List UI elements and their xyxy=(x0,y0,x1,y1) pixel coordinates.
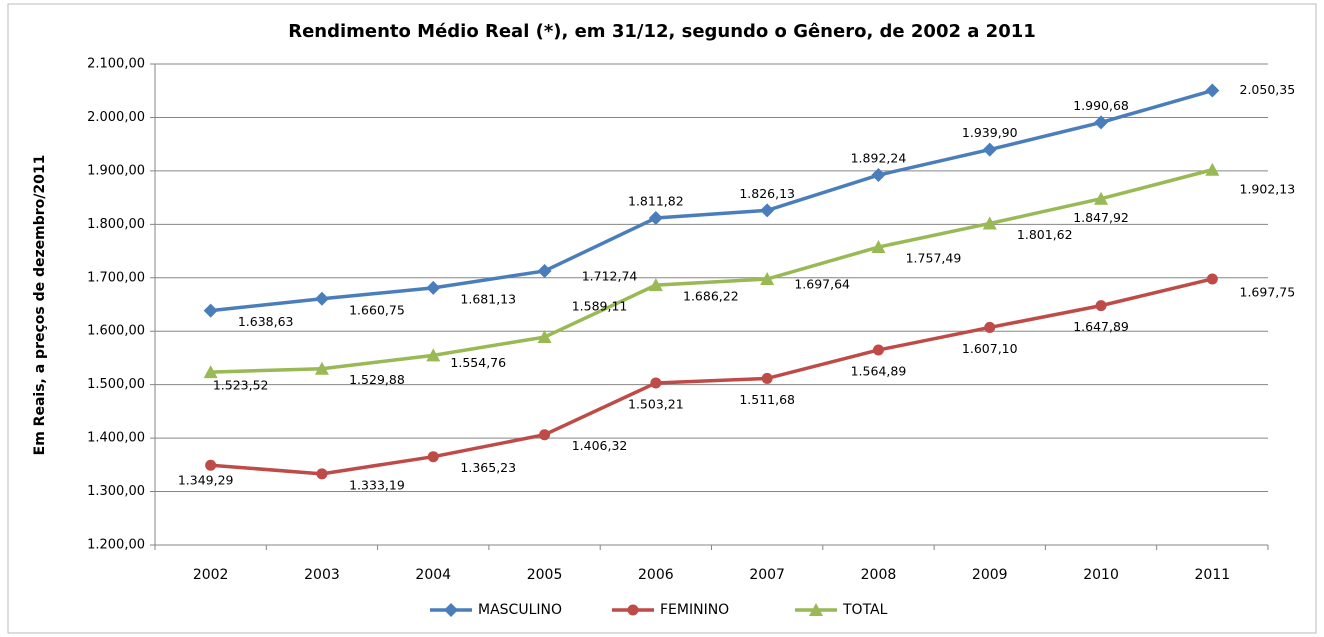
marker xyxy=(984,321,996,333)
marker xyxy=(627,604,639,616)
marker xyxy=(871,240,886,254)
marker xyxy=(444,603,458,617)
marker xyxy=(205,459,217,471)
x-tick-label: 2003 xyxy=(304,567,340,583)
legend-label: TOTAL xyxy=(842,602,888,618)
x-tick-label: 2007 xyxy=(749,567,785,583)
value-label: 1.681,13 xyxy=(460,291,516,306)
marker xyxy=(648,278,663,292)
value-label: 1.503,21 xyxy=(628,396,684,411)
marker xyxy=(761,372,773,384)
marker xyxy=(648,211,663,226)
value-label: 1.847,92 xyxy=(1073,210,1129,225)
marker xyxy=(1206,273,1218,285)
value-label: 1.757,49 xyxy=(906,251,962,266)
value-label: 1.638,63 xyxy=(238,314,294,329)
marker xyxy=(539,429,551,441)
value-label: 1.697,75 xyxy=(1240,284,1296,299)
x-tick-label: 2005 xyxy=(527,567,563,583)
y-tick-label: 1.700,00 xyxy=(87,270,145,285)
marker xyxy=(314,291,329,306)
value-label: 1.365,23 xyxy=(460,460,516,475)
marker xyxy=(427,451,439,463)
x-tick-label: 2002 xyxy=(193,567,229,583)
chart-border xyxy=(7,3,1317,634)
value-label: 1.564,89 xyxy=(851,363,907,378)
marker xyxy=(426,348,441,362)
y-tick-label: 1.200,00 xyxy=(87,538,145,553)
chart-title: Rendimento Médio Real (*), em 31/12, seg… xyxy=(288,21,1036,42)
y-tick-label: 2.000,00 xyxy=(87,110,145,125)
value-label: 1.939,90 xyxy=(962,125,1018,140)
marker xyxy=(872,344,884,356)
value-label: 1.333,19 xyxy=(349,477,405,492)
value-label: 1.607,10 xyxy=(962,341,1018,356)
marker xyxy=(760,203,775,218)
y-tick-label: 1.400,00 xyxy=(87,431,145,446)
y-axis-label: Em Reais, a preços de dezembro/2011 xyxy=(32,155,48,456)
x-tick-label: 2004 xyxy=(415,567,451,583)
x-tick-label: 2009 xyxy=(972,567,1008,583)
x-tick-label: 2011 xyxy=(1195,567,1231,583)
marker xyxy=(809,603,823,616)
value-label: 1.892,24 xyxy=(851,151,907,166)
value-label: 1.660,75 xyxy=(349,302,405,317)
value-label: 1.523,52 xyxy=(213,378,269,393)
marker xyxy=(871,168,886,183)
marker xyxy=(982,142,997,157)
value-label: 1.990,68 xyxy=(1073,98,1129,113)
marker xyxy=(426,280,441,295)
series-line xyxy=(210,88,1213,313)
marker xyxy=(1094,115,1109,130)
value-label: 2.050,35 xyxy=(1240,82,1296,97)
y-tick-label: 1.800,00 xyxy=(87,217,145,232)
value-label: 1.406,32 xyxy=(572,438,628,453)
value-label: 1.554,76 xyxy=(450,355,506,370)
y-tick-label: 1.300,00 xyxy=(87,484,145,499)
marker xyxy=(650,377,662,389)
marker xyxy=(203,303,218,318)
marker xyxy=(982,216,997,230)
series-line xyxy=(210,277,1213,476)
value-label: 1.712,74 xyxy=(582,268,638,283)
value-label: 1.511,68 xyxy=(739,392,795,407)
legend-label: MASCULINO xyxy=(478,602,562,618)
y-tick-label: 2.100,00 xyxy=(87,57,145,72)
x-tick-label: 2008 xyxy=(861,567,897,583)
marker xyxy=(537,330,552,344)
value-label: 1.647,89 xyxy=(1073,319,1129,334)
y-tick-label: 1.500,00 xyxy=(87,377,145,392)
marker xyxy=(1205,162,1220,176)
value-label: 1.826,13 xyxy=(739,186,795,201)
value-label: 1.589,11 xyxy=(572,299,628,314)
marker xyxy=(1095,300,1107,312)
y-tick-label: 1.600,00 xyxy=(87,324,145,339)
marker xyxy=(203,365,218,379)
marker xyxy=(1094,191,1109,205)
x-tick-label: 2006 xyxy=(638,567,674,583)
value-label: 1.686,22 xyxy=(683,289,739,304)
value-label: 1.801,62 xyxy=(1017,227,1073,242)
value-label: 1.697,64 xyxy=(794,277,850,292)
value-label: 1.811,82 xyxy=(628,194,684,209)
marker xyxy=(316,468,328,480)
value-label: 1.349,29 xyxy=(178,473,234,488)
marker xyxy=(537,263,552,278)
value-label: 1.902,13 xyxy=(1240,181,1296,196)
y-tick-label: 1.900,00 xyxy=(87,163,145,178)
marker xyxy=(1205,83,1220,98)
value-label: 1.529,88 xyxy=(349,372,405,387)
x-tick-label: 2010 xyxy=(1083,567,1119,583)
series-line xyxy=(210,168,1213,374)
marker xyxy=(314,361,329,375)
legend-label: FEMININO xyxy=(660,602,729,618)
marker xyxy=(760,272,775,286)
